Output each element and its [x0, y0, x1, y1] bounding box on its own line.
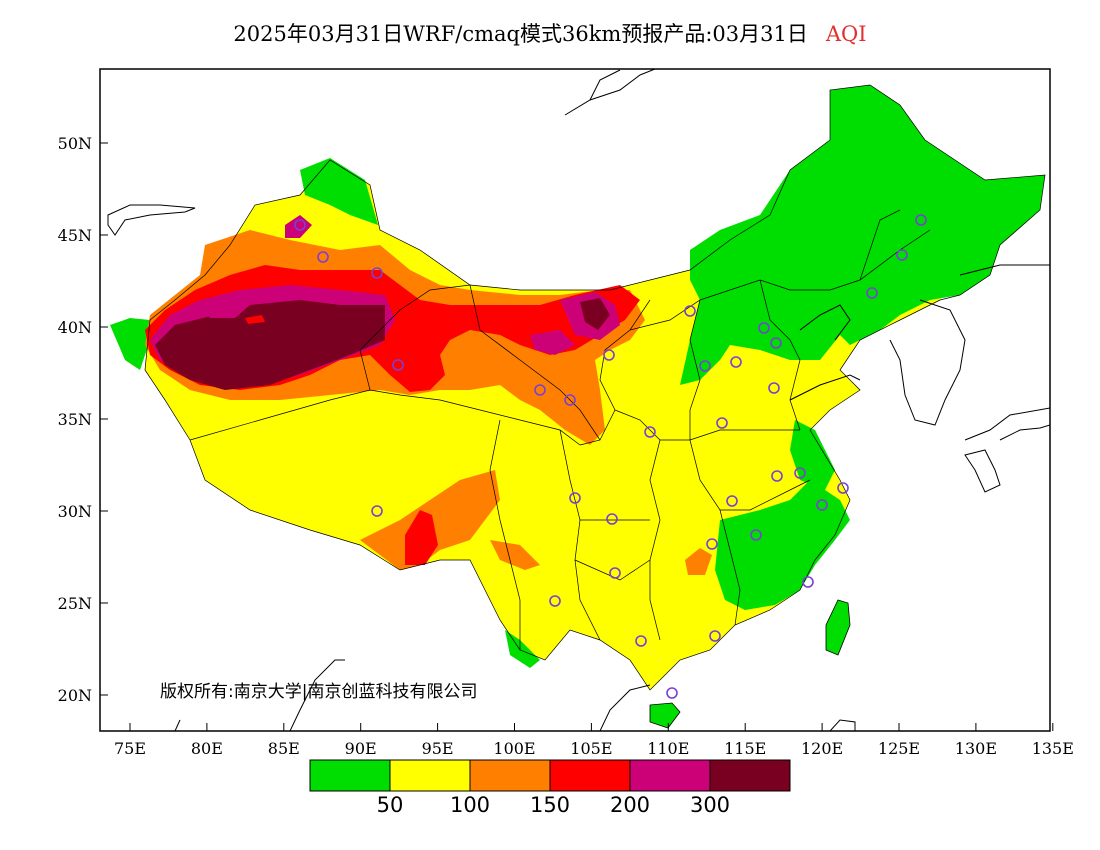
station-marker [768, 382, 780, 394]
legend-swatch [629, 759, 711, 792]
station-marker [770, 337, 782, 349]
station-marker [609, 567, 621, 579]
station-marker [716, 417, 728, 429]
title-pollutant: AQI [825, 22, 867, 46]
region-taiwan [825, 599, 851, 656]
legend-swatch [709, 759, 791, 792]
lon-label: 120E [801, 739, 843, 758]
station-marker [603, 349, 615, 361]
station-marker [569, 492, 581, 504]
station-marker [699, 360, 711, 372]
station-marker [802, 576, 814, 588]
legend-break-label: 50 [377, 793, 404, 817]
region-unhealthy-sensitive-sw [490, 540, 540, 570]
station-marker [794, 467, 806, 479]
station-marker [606, 513, 618, 525]
station-marker [730, 356, 742, 368]
region-hazardous-ne [580, 298, 610, 330]
region-unhealthy-inner [245, 315, 265, 324]
lon-label: 80E [191, 739, 223, 758]
legend-swatch [389, 759, 471, 792]
legend-break-label: 100 [450, 793, 490, 817]
copyright-text: 版权所有:南京大学|南京创蓝科技有限公司 [160, 682, 477, 702]
lat-label: 20N [58, 686, 92, 705]
legend-swatch [549, 759, 631, 792]
region-very-unhealthy-inner [205, 296, 250, 318]
region-unhealthy-tibet [405, 510, 438, 565]
neighbor-coastlines [107, 69, 1050, 731]
lon-label: 125E [878, 739, 920, 758]
station-marker [726, 495, 738, 507]
station-marker [317, 251, 329, 263]
lon-label: 105E [570, 739, 612, 758]
station-marker [371, 505, 383, 517]
station-marker [666, 687, 678, 699]
map-title: 2025年03月31日WRF/cmaq模式36km预报产品:03月31日 AQI [0, 18, 1100, 48]
station-marker [549, 595, 561, 607]
station-markers [294, 214, 927, 699]
station-marker [294, 219, 306, 231]
station-marker [866, 287, 878, 299]
station-marker [771, 470, 783, 482]
station-marker [534, 384, 546, 396]
station-marker [564, 394, 576, 406]
region-very-unhealthy-n [285, 215, 312, 238]
station-marker [750, 529, 762, 541]
lat-label: 35N [58, 410, 92, 429]
legend-swatch [469, 759, 551, 792]
region-unhealthy-sensitive-central [685, 548, 712, 575]
lat-label: 25N [58, 594, 92, 613]
region-good-east [790, 420, 835, 490]
station-marker [644, 426, 656, 438]
region-good-west [110, 318, 150, 370]
lon-label: 135E [1032, 739, 1074, 758]
station-marker [837, 482, 849, 494]
region-good-northeast [680, 85, 1045, 385]
lon-label: 85E [268, 739, 300, 758]
station-marker [758, 322, 770, 334]
map-axes: 50N 45N 40N 35N 30N 25N 20N 75E 80E 85E 90E 95E 100E… [58, 134, 1074, 758]
lon-label: 95E [422, 739, 454, 758]
station-marker [816, 499, 828, 511]
station-marker [915, 214, 927, 226]
station-marker [635, 635, 647, 647]
region-good-north-xj [300, 158, 378, 225]
region-hainan [649, 702, 681, 729]
lat-label: 40N [58, 318, 92, 337]
station-marker [371, 267, 383, 279]
map-frame [99, 68, 1051, 732]
legend-break-label: 200 [610, 793, 650, 817]
station-marker [684, 305, 696, 317]
lat-label: 50N [58, 134, 92, 153]
legend-break-label: 300 [690, 793, 730, 817]
region-good-southeast [715, 480, 850, 610]
legend-swatch [309, 759, 391, 792]
title-main: 2025年03月31日WRF/cmaq模式36km预报产品:03月31日 [233, 22, 808, 46]
station-marker [896, 249, 908, 261]
lon-label: 130E [955, 739, 997, 758]
station-marker [706, 538, 718, 550]
station-marker [709, 630, 721, 642]
aqi-legend: 50 100 150 200 300 [309, 759, 791, 817]
lat-label: 45N [58, 226, 92, 245]
legend-break-label: 150 [530, 793, 570, 817]
lon-label: 115E [724, 739, 766, 758]
lon-label: 110E [647, 739, 689, 758]
region-good-southwest [505, 630, 540, 668]
map-area [107, 69, 1050, 731]
region-hazardous [155, 300, 385, 390]
lon-label: 75E [114, 739, 146, 758]
lat-label: 30N [58, 502, 92, 521]
station-marker [392, 359, 404, 371]
region-very-unhealthy-mid [530, 330, 575, 355]
lon-label: 90E [345, 739, 377, 758]
province-boundaries [144, 84, 1046, 691]
lon-label: 100E [493, 739, 535, 758]
